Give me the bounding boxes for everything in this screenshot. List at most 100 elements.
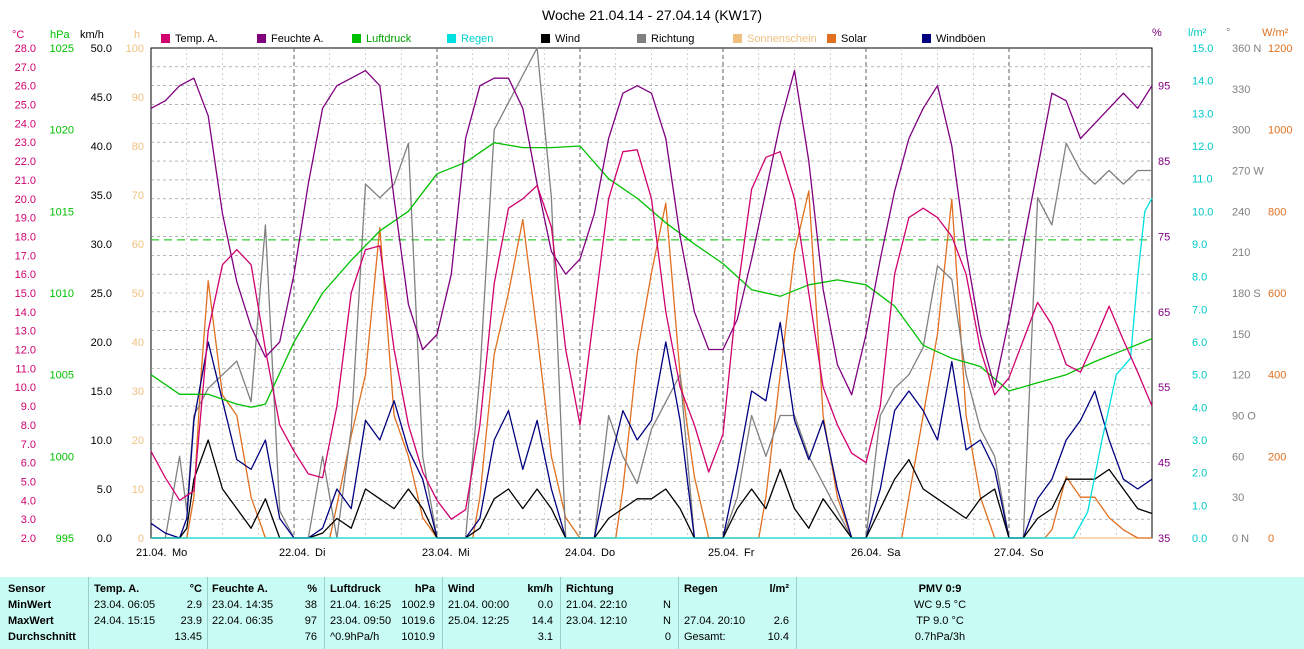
pmv-dew-point: TP 9.0 °C	[916, 615, 964, 627]
solar-axis-unit: W/m²	[1262, 27, 1289, 39]
humidity-tick-label: 85	[1158, 156, 1170, 168]
humidity-max-time: 22.04. 06:35	[212, 615, 274, 627]
x-day-label: 21.04.	[136, 547, 167, 559]
solar-tick-label: 1200	[1268, 43, 1292, 55]
rain-tick-label: 2.0	[1192, 468, 1207, 480]
x-weekday-label: Di	[315, 547, 325, 559]
solar-tick-label: 400	[1268, 370, 1286, 382]
direction-tick-label: 120	[1232, 370, 1250, 382]
x-weekday-label: Sa	[887, 547, 901, 559]
stats-header-temp-unit: °C	[189, 583, 202, 595]
pressure-tick-label: 1005	[50, 370, 74, 382]
x-weekday-label: Fr	[744, 547, 755, 559]
legend-swatch	[447, 34, 456, 43]
humidity-axis-unit: %	[1152, 27, 1162, 39]
x-day-label: 22.04.	[279, 547, 310, 559]
wind-tick-label: 10.0	[91, 435, 112, 447]
sunshine-tick-label: 100	[126, 43, 144, 55]
rain-tick-label: 0.0	[1192, 533, 1207, 545]
temp-tick-label: 21.0	[15, 175, 36, 187]
wind-tick-label: 20.0	[91, 337, 112, 349]
solar-tick-label: 0	[1268, 533, 1274, 545]
weather-week-chart: Woche 21.04.14 - 27.04.14 (KW17) Temp. A.…	[12, 7, 1292, 559]
pressure-tick-label: 1010	[50, 288, 74, 300]
wind-max-value: 14.4	[531, 615, 553, 627]
direction-tick-label: 60	[1232, 451, 1244, 463]
temp-tick-label: 27.0	[15, 62, 36, 74]
stats-label-avg: Durchschnitt	[8, 631, 76, 643]
temp-tick-label: 15.0	[15, 288, 36, 300]
humidity-min-time: 23.04. 14:35	[212, 599, 274, 611]
temp-max-time: 24.04. 15:15	[94, 615, 156, 627]
wind-avg-value: 3.1	[537, 631, 553, 643]
humidity-tick-label: 55	[1158, 382, 1170, 394]
wind-tick-label: 15.0	[91, 386, 112, 398]
direction-tick-label: 30	[1232, 492, 1244, 504]
wind-tick-label: 25.0	[91, 288, 112, 300]
humidity-tick-label: 75	[1158, 231, 1170, 243]
rain-tick-label: 11.0	[1192, 174, 1213, 186]
legend-label: Richtung	[651, 33, 694, 45]
sunshine-axis-unit: h	[134, 29, 140, 41]
stats-header-pressure-unit: hPa	[414, 583, 435, 595]
pressure-min-value: 1002.9	[401, 599, 435, 611]
humidity-tick-label: 35	[1158, 533, 1170, 545]
humidity-tick-label: 95	[1158, 81, 1170, 93]
stats-pmv-column: PMV 0:9 WC 9.5 °C TP 9.0 °C 0.7hPa/3h	[880, 581, 1000, 645]
legend-swatch	[733, 34, 742, 43]
sunshine-tick-label: 90	[132, 92, 144, 104]
humidity-avg-value: 76	[304, 631, 317, 643]
temp-axis-unit: °C	[12, 29, 24, 41]
stats-header-humidity: Feuchte A.	[212, 583, 268, 595]
stats-humidity-column: Feuchte A.% 23.04. 14:35 38 22.04. 06:35 9…	[212, 581, 317, 645]
legend-swatch	[257, 34, 266, 43]
legend-label: Luftdruck	[366, 33, 412, 45]
x-weekday-label: Do	[601, 547, 615, 559]
temp-tick-label: 3.0	[21, 514, 36, 526]
solar-tick-label: 600	[1268, 288, 1286, 300]
pressure-max-time: 23.04. 09:50	[330, 615, 392, 627]
stats-header-rain: Regen	[684, 583, 718, 595]
rain-tick-label: 4.0	[1192, 402, 1207, 414]
pressure-tick-label: 1015	[50, 206, 74, 218]
stats-header-pmv: PMV 0:9	[918, 583, 962, 595]
wind-tick-label: 35.0	[91, 190, 112, 202]
rain-total-label: Gesamt:	[684, 631, 726, 643]
temp-tick-label: 18.0	[15, 231, 36, 243]
x-weekday-label: So	[1030, 547, 1043, 559]
rain-tick-label: 13.0	[1192, 108, 1213, 120]
humidity-tick-label: 45	[1158, 458, 1170, 470]
temp-tick-label: 13.0	[15, 326, 36, 338]
wind-max-time: 25.04. 12:25	[448, 615, 510, 627]
direction-tick-label: 240	[1232, 206, 1250, 218]
legend-swatch	[161, 34, 170, 43]
statistics-table: Sensor MinWert MaxWert Durchschnitt Temp…	[0, 577, 1304, 649]
stats-header-humidity-unit: %	[307, 583, 317, 595]
legend-label: Wind	[555, 33, 580, 45]
legend-label: Feuchte A.	[271, 33, 324, 45]
rain-tick-label: 6.0	[1192, 337, 1207, 349]
legend-swatch	[637, 34, 646, 43]
direction-tick-label: 300	[1232, 125, 1250, 137]
stats-label-max: MaxWert	[8, 615, 54, 627]
wind-tick-label: 0.0	[97, 533, 112, 545]
chart-title: Woche 21.04.14 - 27.04.14 (KW17)	[542, 7, 762, 23]
temp-tick-label: 14.0	[15, 307, 36, 319]
sunshine-tick-label: 30	[132, 386, 144, 398]
wind-tick-label: 45.0	[91, 92, 112, 104]
series-line-regen	[151, 197, 1153, 539]
stats-header-sensor: Sensor	[8, 583, 46, 595]
direction-tick-label: 90 O	[1232, 411, 1256, 423]
temp-tick-label: 12.0	[15, 345, 36, 357]
solar-tick-label: 800	[1268, 206, 1286, 218]
x-day-label: 24.04.	[565, 547, 596, 559]
stats-header-temp: Temp. A.	[94, 583, 140, 595]
pressure-tick-label: 1000	[50, 451, 74, 463]
x-day-label: 25.04.	[708, 547, 739, 559]
legend-label: Windböen	[936, 33, 986, 45]
sunshine-tick-label: 80	[132, 141, 144, 153]
stats-header-rain-unit: l/m²	[769, 583, 789, 595]
solar-tick-label: 200	[1268, 451, 1286, 463]
temp-tick-label: 9.0	[21, 401, 36, 413]
temp-tick-label: 4.0	[21, 495, 36, 507]
